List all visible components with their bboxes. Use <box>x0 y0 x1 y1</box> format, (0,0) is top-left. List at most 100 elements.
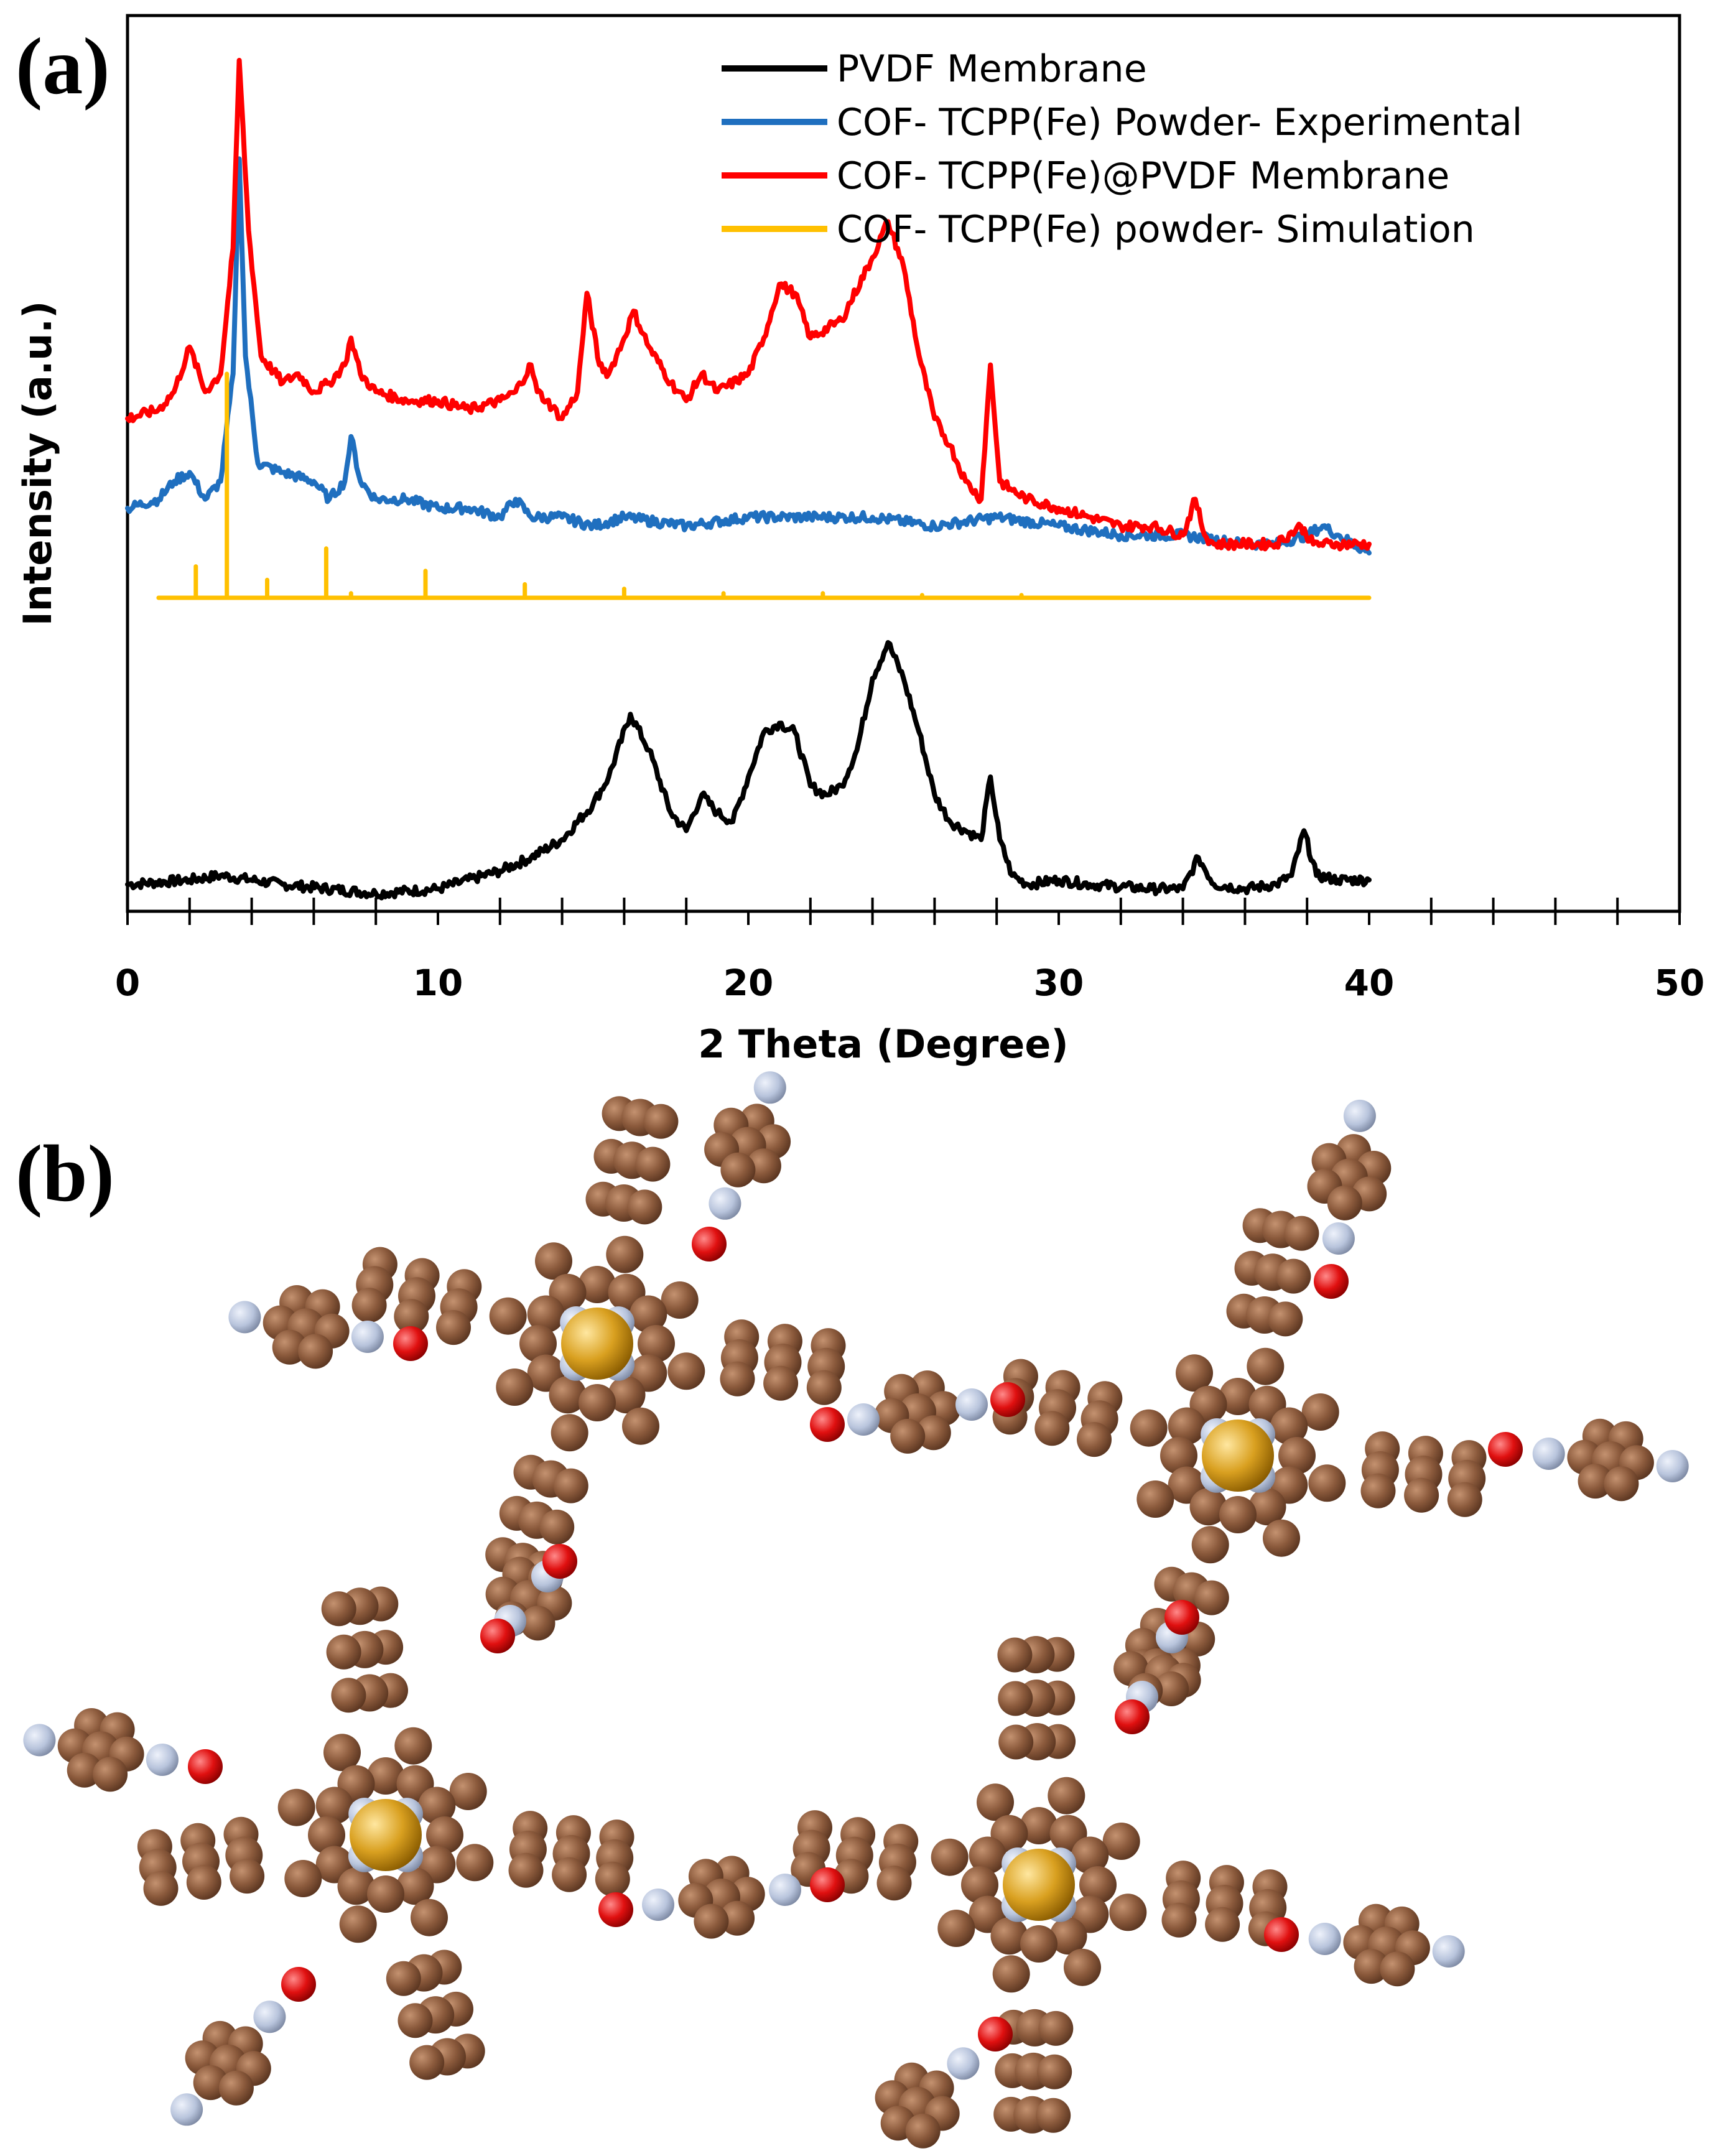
carbon-atom <box>1447 1482 1482 1517</box>
carbon-atom <box>551 1414 588 1452</box>
carbon-atom <box>339 1905 377 1943</box>
carbon-atom <box>1034 1411 1070 1446</box>
carbon-atom <box>331 1678 366 1713</box>
carbon-atom <box>876 1866 912 1901</box>
panel-a-label: (a) <box>16 22 110 111</box>
x-tick-label: 20 <box>723 962 774 1004</box>
oxygen-atom <box>1264 1917 1299 1952</box>
carbon-atom <box>418 1787 456 1824</box>
carbon-atom <box>367 1757 404 1795</box>
oxygen-atom <box>1314 1264 1349 1299</box>
carbon-atom <box>622 1407 659 1445</box>
carbon-atom <box>218 2070 254 2106</box>
carbon-atom <box>1079 1866 1117 1903</box>
carbon-atom <box>1194 1580 1229 1615</box>
carbon-atom <box>1191 1526 1229 1564</box>
carbon-atom <box>916 1415 951 1451</box>
legend-entry: COF- TCPP(Fe) powder- Simulation <box>837 208 1475 251</box>
carbon-atom <box>694 1903 729 1939</box>
carbon-atom <box>990 1917 1028 1955</box>
legend-entry: COF- TCPP(Fe) Powder- Experimental <box>837 101 1522 144</box>
carbon-atom <box>409 2045 445 2080</box>
iron-atom <box>350 1799 422 1871</box>
nitrogen-atom <box>1432 1935 1465 1968</box>
nitrogen-atom <box>709 1187 741 1220</box>
carbon-atom <box>1604 1466 1639 1502</box>
carbon-atom <box>579 1384 616 1421</box>
carbon-atom <box>396 1867 434 1905</box>
carbon-atom <box>1154 1671 1189 1706</box>
carbon-atom <box>1109 1893 1147 1931</box>
series-line-1 <box>125 640 1372 901</box>
carbon-atom <box>321 1591 356 1627</box>
nitrogen-atom <box>753 1071 786 1104</box>
carbon-atom <box>638 1325 675 1362</box>
carbon-atom <box>1284 1215 1319 1251</box>
carbon-atom <box>643 1104 679 1139</box>
oxygen-atom <box>1115 1699 1150 1734</box>
carbon-atom <box>186 1865 221 1900</box>
carbon-atom <box>1380 1951 1415 1987</box>
carbon-atom <box>436 1310 471 1345</box>
carbon-atom <box>337 1867 375 1905</box>
carbon-atom <box>763 1365 799 1401</box>
oxygen-atom <box>1164 1600 1199 1635</box>
carbon-atom <box>992 1955 1030 1993</box>
carbon-atom <box>552 1857 587 1892</box>
series-layer <box>125 58 1372 901</box>
carbon-atom <box>1404 1477 1439 1513</box>
nitrogen-atom <box>955 1388 988 1421</box>
carbon-atom <box>977 1783 1014 1821</box>
x-tick-label: 50 <box>1655 962 1705 1004</box>
carbon-atom <box>535 1242 572 1280</box>
carbon-atom <box>1301 1393 1339 1431</box>
oxygen-atom <box>188 1749 223 1784</box>
carbon-atom <box>1048 1777 1085 1814</box>
carbon-atom <box>496 1368 534 1406</box>
x-tick-label: 10 <box>413 962 463 1004</box>
carbon-atom <box>608 1376 646 1414</box>
carbon-atom <box>1219 1378 1257 1415</box>
oxygen-atom <box>598 1892 633 1927</box>
carbon-atom <box>1278 1437 1316 1474</box>
oxygen-atom <box>978 2017 1013 2051</box>
series-line-4 <box>156 371 1372 600</box>
carbon-atom <box>1020 1807 1057 1844</box>
carbon-atom <box>93 1757 128 1792</box>
carbon-atom <box>527 1295 565 1333</box>
legend: PVDF Membrane COF- TCPP(Fe) Powder- Exper… <box>722 47 1522 251</box>
carbon-atom <box>1038 2010 1074 2046</box>
oxygen-atom <box>810 1867 845 1902</box>
carbon-atom <box>595 1861 630 1897</box>
carbon-atom <box>1077 1422 1112 1457</box>
series-line-3 <box>125 58 1372 552</box>
carbon-atom <box>997 1637 1033 1673</box>
carbon-atom <box>890 1418 926 1454</box>
carbon-atom <box>627 1189 662 1225</box>
carbon-atom <box>1268 1301 1303 1337</box>
carbon-atom <box>277 1788 315 1826</box>
carbon-atom <box>1276 1258 1311 1294</box>
oxygen-atom <box>1488 1432 1523 1467</box>
nitrogen-atom <box>1322 1222 1355 1255</box>
carbon-atom <box>1161 1902 1197 1938</box>
carbon-atom <box>720 1900 755 1936</box>
iron-atom <box>561 1308 633 1380</box>
nitrogen-atom <box>228 1301 261 1334</box>
nitrogen-atom <box>769 1874 801 1906</box>
carbon-atom <box>386 1961 421 1996</box>
carbon-atom <box>549 1376 587 1414</box>
carbon-atom <box>1071 1836 1109 1874</box>
carbon-atom <box>456 1844 494 1882</box>
carbon-atom <box>326 1634 361 1670</box>
carbon-atom <box>579 1266 616 1303</box>
y-axis-label: Intensity (a.u.) <box>15 301 60 626</box>
carbon-atom <box>1037 2054 1072 2089</box>
carbon-atom <box>1578 1464 1613 1499</box>
oxygen-atom <box>542 1544 577 1579</box>
carbon-atom <box>661 1281 699 1319</box>
carbon-atom <box>1102 1823 1140 1860</box>
nitrogen-atom <box>847 1403 880 1436</box>
carbon-atom <box>969 1836 1006 1874</box>
carbon-atom <box>1360 1473 1396 1508</box>
